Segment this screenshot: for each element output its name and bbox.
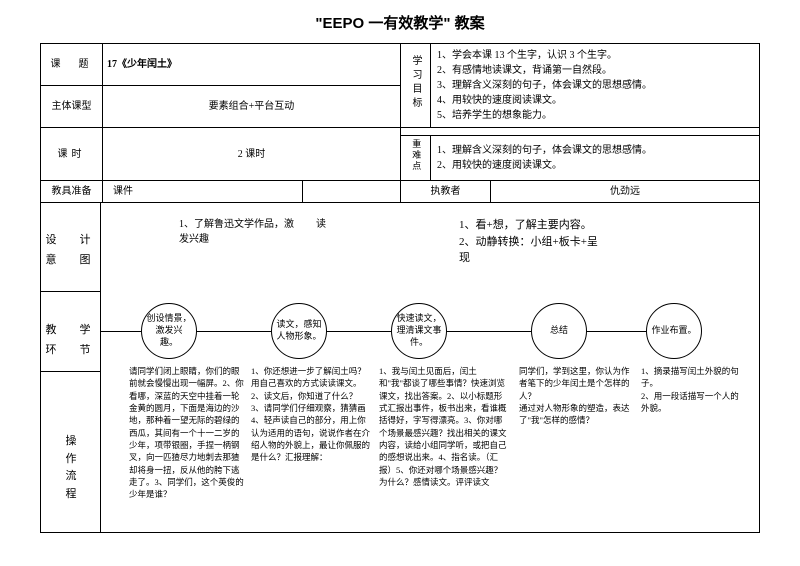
flow-node: 总结	[531, 303, 587, 359]
hours-label: 课时	[41, 128, 103, 181]
keypoints: 1、理解含义深刻的句子，体会课文的思想感情。 2、用较快的速度阅读课文。	[431, 136, 760, 181]
flow-node: 读文，感知 人物形象。	[271, 303, 327, 359]
goals: 1、学会本课 13 个生字，认识 3 个生字。 2、有感情地读课文，背诵第一自然…	[431, 44, 760, 128]
side-flow: 操 作 流 程	[41, 433, 101, 503]
lesson-plan-table: 课 题 17《少年闰土》 学习目标 1、学会本课 13 个生字，认识 3 个生字…	[40, 43, 760, 533]
goal-label: 学习目标	[401, 44, 431, 128]
side-design: 设 计 意 图	[41, 231, 101, 271]
topic-label: 课 题	[41, 44, 103, 86]
prep-value: 课件	[103, 181, 303, 203]
topic-value: 17《少年闰土》	[103, 44, 401, 86]
operation-detail: 请同学们闭上眼睛，你们的眼前就会慢慢出现一幅屏。2、你看哪，深蓝的天空中挂着一轮…	[129, 365, 244, 500]
diagram-area: 设 计 意 图 教 学 环 节 操 作 流 程 创设情景， 激发兴 趣。 读文，感…	[41, 203, 760, 533]
teacher-label: 执教者	[401, 181, 491, 203]
hours-value: 2 课时	[103, 128, 401, 181]
design-note: 1、了解鲁迅文学作品，激发兴趣	[179, 217, 299, 247]
prep-label: 教具准备	[41, 181, 103, 203]
teacher-value: 仇劲远	[491, 181, 760, 203]
flow-node: 作业布置。	[646, 303, 702, 359]
flow-node: 创设情景， 激发兴 趣。	[141, 303, 197, 359]
operation-detail: 同学们，学到这里，你认为作者笔下的少年闰土是个怎样的人？ 通过对人物形象的塑造，…	[519, 365, 634, 427]
operation-detail: 1、你还想进一步了解闰土吗？用自己喜欢的方式读读课文。 2、读文后，你知道了什么…	[251, 365, 371, 464]
side-steps: 教 学 环 节	[41, 321, 101, 361]
operation-detail: 1、我与闰土见面后，闰土和"我"都谈了哪些事情？快速浏览课文，找出答案。2、以小…	[379, 365, 509, 488]
keypoint-label: 重难点	[401, 136, 431, 181]
design-note: 读	[316, 217, 366, 232]
page-title: "EEPO 一有效教学" 教案	[40, 12, 760, 33]
type-label: 主体课型	[41, 86, 103, 128]
type-value: 要素组合+平台互动	[103, 86, 401, 128]
design-note: 1、看+想，了解主要内容。 2、动静转换：小组+板卡+呈现	[459, 217, 599, 267]
operation-detail: 1、摘录描写闰土外貌的句子。 2、用一段话描写一个人的外貌。	[641, 365, 741, 414]
flow-node: 快速读文， 理清课文事 件。	[391, 303, 447, 359]
